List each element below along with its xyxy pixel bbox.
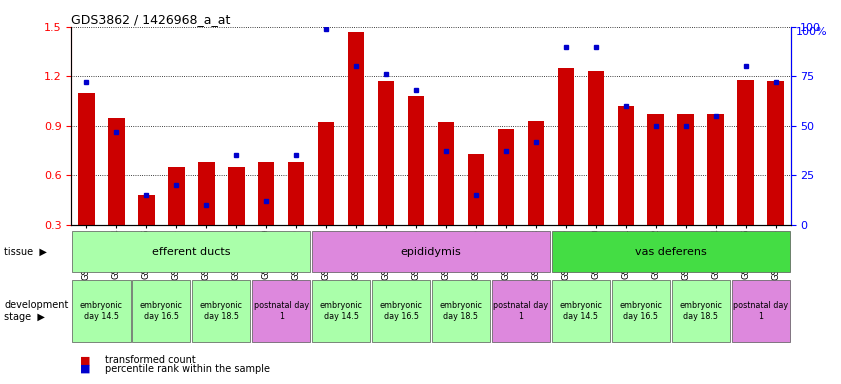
Bar bbox=[193, 280, 251, 342]
Bar bbox=[312, 280, 370, 342]
Bar bbox=[318, 122, 335, 225]
Text: embryonic
day 18.5: embryonic day 18.5 bbox=[680, 301, 722, 321]
Bar bbox=[168, 167, 184, 225]
Bar bbox=[552, 231, 790, 272]
Text: development
stage  ▶: development stage ▶ bbox=[4, 300, 69, 322]
Bar bbox=[492, 280, 550, 342]
Bar bbox=[767, 81, 784, 225]
Text: postnatal day
1: postnatal day 1 bbox=[254, 301, 309, 321]
Bar bbox=[588, 71, 604, 225]
Bar bbox=[498, 129, 514, 225]
Bar bbox=[732, 280, 790, 342]
Bar bbox=[468, 154, 484, 225]
Text: percentile rank within the sample: percentile rank within the sample bbox=[105, 364, 270, 374]
Text: embryonic
day 16.5: embryonic day 16.5 bbox=[140, 301, 182, 321]
Bar bbox=[138, 195, 155, 225]
Text: postnatal day
1: postnatal day 1 bbox=[733, 301, 788, 321]
Text: embryonic
day 16.5: embryonic day 16.5 bbox=[619, 301, 662, 321]
Bar bbox=[288, 162, 304, 225]
Bar bbox=[252, 280, 310, 342]
Text: embryonic
day 18.5: embryonic day 18.5 bbox=[440, 301, 483, 321]
Bar bbox=[408, 96, 424, 225]
Bar bbox=[228, 167, 245, 225]
Bar bbox=[348, 32, 364, 225]
Text: ■: ■ bbox=[80, 355, 90, 365]
Text: embryonic
day 14.5: embryonic day 14.5 bbox=[320, 301, 362, 321]
Text: postnatal day
1: postnatal day 1 bbox=[494, 301, 548, 321]
Bar bbox=[72, 231, 310, 272]
Bar bbox=[617, 106, 634, 225]
Text: embryonic
day 14.5: embryonic day 14.5 bbox=[80, 301, 123, 321]
Bar bbox=[707, 114, 724, 225]
Bar bbox=[108, 118, 124, 225]
Bar bbox=[438, 122, 454, 225]
Bar bbox=[132, 280, 190, 342]
Text: epididymis: epididymis bbox=[400, 247, 462, 257]
Bar bbox=[432, 280, 490, 342]
Bar bbox=[372, 280, 430, 342]
Bar bbox=[678, 114, 694, 225]
Bar bbox=[378, 81, 394, 225]
Bar bbox=[558, 68, 574, 225]
Text: vas deferens: vas deferens bbox=[635, 247, 706, 257]
Bar bbox=[611, 280, 669, 342]
Bar bbox=[527, 121, 544, 225]
Bar bbox=[258, 162, 274, 225]
Bar bbox=[738, 79, 754, 225]
Text: embryonic
day 18.5: embryonic day 18.5 bbox=[200, 301, 243, 321]
Bar bbox=[648, 114, 664, 225]
Text: embryonic
day 14.5: embryonic day 14.5 bbox=[559, 301, 602, 321]
Text: embryonic
day 16.5: embryonic day 16.5 bbox=[379, 301, 422, 321]
Text: transformed count: transformed count bbox=[105, 355, 196, 365]
Bar bbox=[552, 280, 610, 342]
Text: efferent ducts: efferent ducts bbox=[152, 247, 230, 257]
Text: GDS3862 / 1426968_a_at: GDS3862 / 1426968_a_at bbox=[71, 13, 231, 26]
Bar bbox=[78, 93, 95, 225]
Bar bbox=[198, 162, 214, 225]
Bar bbox=[72, 280, 130, 342]
Text: tissue  ▶: tissue ▶ bbox=[4, 247, 47, 257]
Bar bbox=[672, 280, 730, 342]
Text: ■: ■ bbox=[80, 364, 90, 374]
Text: 100%: 100% bbox=[796, 27, 828, 37]
Bar bbox=[312, 231, 550, 272]
